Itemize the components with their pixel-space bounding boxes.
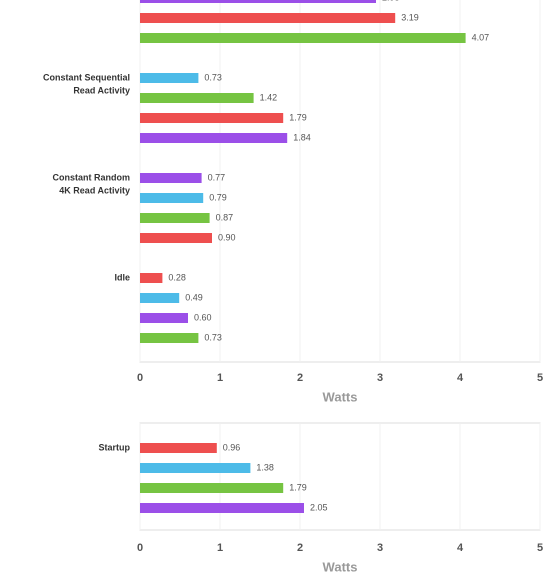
value-label: 0.60	[194, 312, 212, 322]
x-axis-label: Watts	[323, 559, 358, 574]
x-tick-label: 1	[217, 542, 223, 554]
value-label: 1.42	[260, 92, 278, 102]
x-tick-label: 2	[297, 372, 303, 384]
bar	[140, 273, 163, 283]
group-label: Constant Random	[53, 172, 131, 182]
value-label: 0.73	[204, 332, 222, 342]
bar	[140, 93, 254, 103]
value-label: 3.19	[401, 12, 419, 22]
bar	[140, 33, 466, 43]
x-tick-label: 3	[377, 542, 383, 554]
bar	[140, 293, 180, 303]
value-label: 1.84	[293, 132, 311, 142]
value-label: 0.77	[208, 172, 226, 182]
value-label: 0.96	[223, 442, 241, 452]
bar	[140, 313, 188, 323]
bar	[140, 133, 288, 143]
bar	[140, 503, 304, 513]
bar	[140, 13, 396, 23]
bar	[140, 233, 212, 243]
x-tick-label: 2	[297, 542, 303, 554]
x-tick-label: 0	[137, 372, 143, 384]
bar	[140, 333, 199, 343]
value-label: 0.73	[204, 72, 222, 82]
group-label: 4K Read Activity	[59, 185, 130, 195]
bar	[140, 0, 376, 3]
group-label: Read Activity	[73, 85, 130, 95]
bar	[140, 443, 217, 453]
value-label: 2.95	[382, 0, 400, 2]
bar	[140, 213, 210, 223]
x-tick-label: 1	[217, 372, 223, 384]
x-tick-label: 4	[457, 372, 464, 384]
plot-area	[139, 422, 541, 531]
group-label: Idle	[114, 272, 130, 282]
x-tick-label: 0	[137, 542, 143, 554]
x-axis-label: Watts	[323, 389, 358, 404]
group-label: Constant Sequential	[43, 72, 130, 82]
bar	[140, 173, 202, 183]
value-label: 4.07	[472, 32, 490, 42]
value-label: 0.28	[168, 272, 186, 282]
value-label: 1.38	[256, 462, 274, 472]
value-label: 0.79	[209, 192, 227, 202]
value-label: 1.79	[289, 482, 307, 492]
bar	[140, 73, 199, 83]
value-label: 0.49	[185, 292, 203, 302]
bar	[140, 193, 204, 203]
group-label: Startup	[99, 442, 131, 452]
value-label: 0.87	[216, 212, 234, 222]
x-tick-label: 5	[537, 542, 543, 554]
bar	[140, 463, 251, 473]
value-label: 1.79	[289, 112, 307, 122]
x-tick-label: 5	[537, 372, 543, 384]
bar	[140, 113, 284, 123]
x-tick-label: 3	[377, 372, 383, 384]
value-label: 0.90	[218, 232, 236, 242]
x-tick-label: 4	[457, 542, 464, 554]
bar	[140, 483, 284, 493]
value-label: 2.05	[310, 502, 328, 512]
